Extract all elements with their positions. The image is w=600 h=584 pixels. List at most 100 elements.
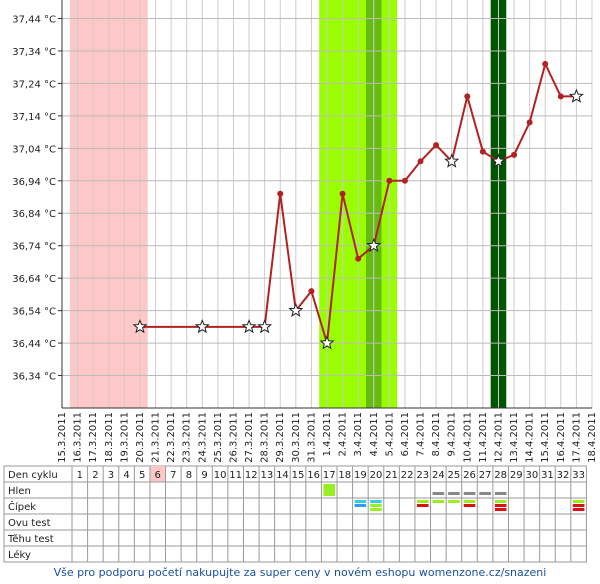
observation-symbol [370,500,382,503]
day-number: 3 [108,470,114,481]
x-tick-label: 6.4.2011 [400,412,411,457]
y-tick-label: 37,14 °C [12,112,56,123]
x-tick-label: 18.4.2011 [587,412,598,463]
day-number: 25 [448,470,461,481]
x-tick-label: 7.4.2011 [416,412,427,457]
x-tick-label: 30.3.2011 [291,412,302,463]
day-number: 31 [541,470,554,481]
observation-symbol [354,504,367,507]
observation-symbol [494,508,507,511]
y-tick-label: 37,24 °C [12,79,56,90]
footer-link[interactable]: Vše pro podporu početí nakupujte za supe… [53,566,547,579]
excluded-point [194,319,210,334]
observation-symbol [323,484,335,496]
day-number: 6 [155,470,161,481]
day-number: 20 [370,470,383,481]
day-number: 4 [123,470,129,481]
y-tick-label: 37,34 °C [12,47,56,58]
x-tick-label: 3.4.2011 [353,412,364,457]
day-number: 11 [229,470,242,481]
x-tick-label: 21.3.2011 [151,412,162,463]
point [277,190,284,197]
day-number: 8 [186,470,192,481]
x-tick-label: 2.4.2011 [338,412,349,457]
excluded-point [491,153,507,168]
point [339,190,346,197]
day-number: 7 [170,470,176,481]
x-tick-label: 4.4.2011 [369,412,380,457]
x-tick-label: 10.4.2011 [462,412,473,463]
x-tick-label: 1.4.2011 [322,412,333,457]
point [464,93,471,100]
observation-symbol [370,508,382,511]
observation-symbol [572,508,585,511]
day-number: 32 [557,470,570,481]
x-tick-label: 27.3.2011 [244,412,255,463]
y-tick-label: 36,94 °C [12,177,56,188]
observation-symbol [572,500,585,503]
x-tick-label: 8.4.2011 [431,412,442,457]
point [511,151,518,158]
highlight-cell [149,466,166,482]
x-tick-label: 22.3.2011 [166,412,177,463]
x-tick-label: 12.4.2011 [493,412,504,463]
y-tick-label: 36,84 °C [12,209,56,220]
day-number: 18 [338,470,351,481]
day-number: 22 [401,470,414,481]
day-number: 9 [201,470,207,481]
point [542,60,549,67]
x-tick-label: 31.3.2011 [306,412,317,463]
observation-symbol [448,492,460,495]
x-tick-label: 17.3.2011 [88,412,99,463]
day-number: 16 [307,470,320,481]
day-number: 26 [463,470,476,481]
y-tick-label: 37,44 °C [12,14,56,25]
x-tick-label: 16.3.2011 [73,412,84,463]
x-tick-label: 20.3.2011 [135,412,146,463]
row-label: Ovu test [8,518,51,529]
observation-symbol [494,504,507,507]
row-label: Den cyklu [8,470,58,481]
temperature-line [139,61,577,344]
point [557,93,564,100]
day-number: 1 [77,470,83,481]
day-number: 19 [354,470,367,481]
point [386,177,393,184]
y-tick-label: 36,44 °C [12,339,56,350]
point [355,255,362,262]
row-label: Těhu test [7,533,54,545]
day-number: 10 [214,470,227,481]
excluded-point [241,319,257,334]
excluded-point [568,88,584,103]
point [401,177,408,184]
x-tick-label: 11.4.2011 [478,412,489,463]
point [417,158,424,165]
excluded-point [319,335,335,350]
observation-symbol [494,492,507,495]
point [479,148,486,155]
day-number: 5 [139,470,145,481]
x-tick-label: 16.4.2011 [556,412,567,463]
observation-symbol [432,500,445,503]
point [526,119,533,126]
observation-symbol [354,500,367,503]
point [308,288,315,295]
day-number: 30 [525,470,538,481]
day-number: 27 [479,470,492,481]
x-tick-label: 29.3.2011 [275,412,286,463]
y-tick-label: 37,04 °C [12,144,56,155]
day-number: 14 [276,470,289,481]
x-tick-label: 14.4.2011 [525,412,536,463]
observation-symbol [494,500,507,503]
day-number: 21 [385,470,398,481]
row-label: Léky [8,549,31,561]
observation-symbol [479,492,491,495]
observation-symbol [463,500,476,503]
day-number: 29 [510,470,523,481]
observation-symbol [416,504,429,507]
day-number: 2 [92,470,98,481]
day-number: 28 [494,470,507,481]
observation-symbol [370,504,382,507]
x-tick-label: 26.3.2011 [228,412,239,463]
